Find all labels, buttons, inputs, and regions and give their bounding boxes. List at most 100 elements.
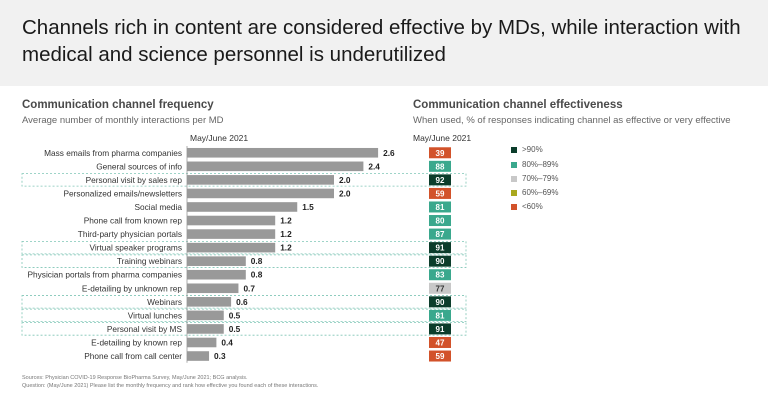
footnote-question: Question: (May/June 2021) Please list th… (22, 383, 319, 389)
frequency-value-label: 0.5 (229, 324, 241, 334)
frequency-bar (187, 310, 224, 321)
effectiveness-value-label: 83 (436, 271, 445, 280)
effectiveness-subtitle: When used, % of responses indicating cha… (413, 115, 731, 126)
legend-label-80-89: 80%–89% (522, 160, 559, 169)
frequency-bar (187, 297, 232, 307)
frequency-value-label: 2.0 (339, 175, 351, 185)
frequency-bar (187, 337, 217, 348)
effectiveness-badge (429, 147, 451, 159)
effectiveness-value-label: 91 (436, 244, 445, 253)
legend-item-60-69: 60%–69% (511, 188, 621, 198)
effectiveness-badge (429, 174, 451, 186)
frequency-bar (187, 175, 334, 185)
frequency-period: May/June 2021 (190, 133, 249, 143)
frequency-bar (187, 188, 334, 199)
frequency-title: Communication channel frequency (22, 99, 214, 111)
effectiveness-badge (429, 269, 451, 281)
category-label: Webinars (147, 297, 182, 307)
category-label: Mass emails from pharma companies (44, 148, 182, 158)
frequency-value-label: 1.2 (280, 216, 292, 226)
category-label: E-detailing by unknown rep (82, 283, 182, 293)
category-label: Personal visit by MS (107, 324, 183, 334)
frequency-bar (187, 283, 239, 294)
category-label: Virtual speaker programs (89, 243, 182, 253)
effectiveness-badge (429, 201, 451, 213)
legend-label-gt90: >90% (522, 145, 543, 154)
legend-item-80-89: 80%–89% (511, 160, 621, 170)
frequency-value-label: 2.0 (339, 188, 351, 198)
frequency-value-label: 0.4 (221, 337, 233, 347)
header-band (0, 0, 768, 86)
legend-swatch-80-89 (511, 162, 517, 168)
frequency-subtitle: Average number of monthly interactions p… (22, 115, 224, 126)
frequency-value-label: 0.5 (229, 310, 241, 320)
frequency-bar (187, 161, 364, 172)
category-label: General sources of info (96, 161, 182, 171)
effectiveness-badge (429, 255, 451, 267)
effectiveness-badge (429, 228, 451, 240)
category-label: Social media (134, 202, 182, 212)
legend-swatch-lt60 (511, 204, 517, 210)
highlight-box (21, 254, 467, 268)
legend-swatch-gt90 (511, 147, 517, 153)
frequency-value-label: 2.6 (383, 148, 395, 158)
frequency-value-label: 0.8 (251, 270, 263, 280)
legend-swatch-60-69 (511, 190, 517, 196)
effectiveness-badge (429, 282, 451, 294)
effectiveness-badge (429, 242, 451, 254)
effectiveness-badge (429, 350, 451, 362)
frequency-bar (187, 324, 224, 334)
legend-label-60-69: 60%–69% (522, 188, 559, 197)
effectiveness-badge (429, 336, 451, 348)
legend-item-70-79: 70%–79% (511, 174, 621, 184)
effectiveness-value-label: 90 (436, 257, 445, 266)
category-label: Personalized emails/newsletters (63, 188, 182, 198)
effectiveness-badge (429, 187, 451, 199)
frequency-bar (187, 242, 276, 253)
frequency-value-label: 0.6 (236, 297, 248, 307)
frequency-value-label: 0.7 (243, 283, 255, 293)
highlight-box (21, 173, 467, 187)
effectiveness-badge (429, 296, 451, 308)
frequency-value-label: 2.4 (368, 161, 380, 171)
category-label: Third-party physician portals (78, 229, 182, 239)
effectiveness-value-label: 59 (436, 352, 445, 361)
effectiveness-value-label: 88 (436, 162, 445, 171)
effectiveness-value-label: 92 (436, 176, 445, 185)
effectiveness-value-label: 81 (436, 203, 445, 212)
frequency-bar (187, 351, 210, 361)
frequency-value-label: 1.2 (280, 243, 292, 253)
effectiveness-value-label: 90 (436, 298, 445, 307)
effectiveness-value-label: 77 (436, 284, 445, 293)
legend-item-gt90: >90% (511, 145, 621, 155)
highlight-box (21, 308, 467, 323)
effectiveness-value-label: 87 (436, 230, 445, 239)
legend-label-70-79: 70%–79% (522, 174, 559, 183)
effectiveness-title: Communication channel effectiveness (413, 99, 623, 111)
frequency-bar (187, 215, 276, 226)
effectiveness-value-label: 80 (436, 217, 445, 226)
frequency-bar (187, 202, 298, 212)
effectiveness-badge (429, 160, 451, 172)
footnote-sources: Sources: Physician COVID-19 Response Bio… (22, 375, 248, 381)
category-label: Training webinars (117, 256, 182, 266)
highlight-box (21, 322, 467, 336)
legend-label-lt60: <60% (522, 202, 543, 211)
frequency-bar (187, 269, 246, 280)
frequency-bar (187, 256, 246, 266)
category-label: Phone call from call center (84, 351, 182, 361)
effectiveness-badge (429, 323, 451, 335)
highlight-box (21, 295, 467, 309)
effectiveness-value-label: 59 (436, 189, 445, 198)
category-label: Personal visit by sales rep (86, 175, 183, 185)
effectiveness-value-label: 91 (436, 325, 445, 334)
effectiveness-value-label: 39 (436, 149, 445, 158)
category-label: Phone call from known rep (84, 216, 183, 226)
effectiveness-badge (429, 309, 451, 321)
frequency-value-label: 0.3 (214, 351, 226, 361)
category-label: E-detailing by known rep (91, 337, 182, 347)
category-label: Virtual lunches (128, 310, 182, 320)
category-label: Physician portals from pharma companies (28, 270, 182, 280)
effectiveness-badge (429, 215, 451, 227)
legend-item-lt60: <60% (511, 202, 621, 212)
